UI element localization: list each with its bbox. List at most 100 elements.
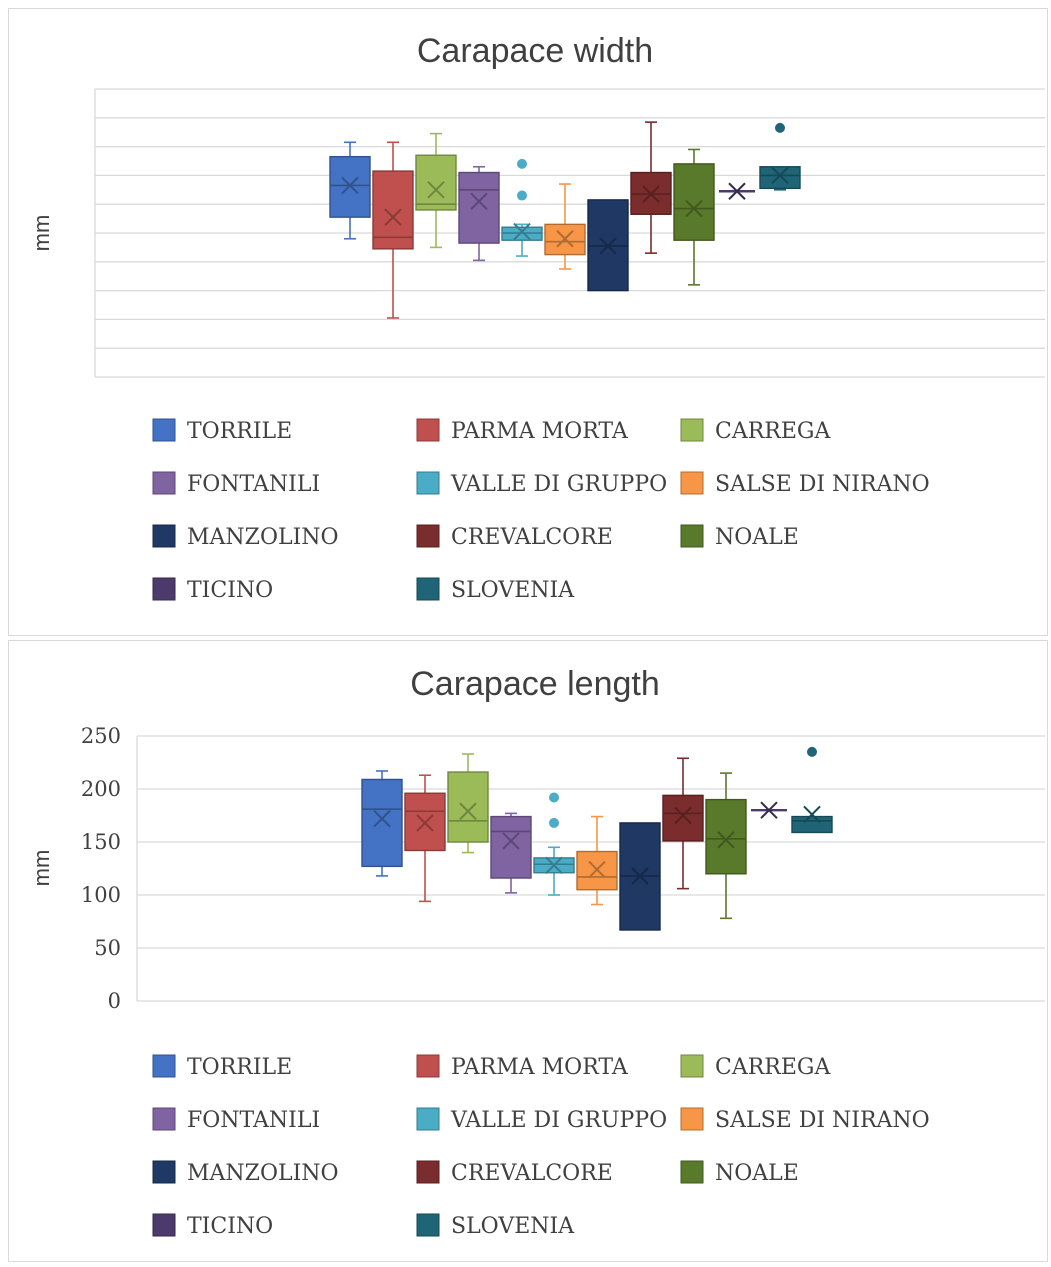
box-carrega <box>447 753 489 854</box>
y-tick-label: 0 <box>108 989 121 1013</box>
mean-marker <box>599 237 617 255</box>
legend-label: SALSE DI NIRANO <box>715 472 930 497</box>
mean-marker <box>642 185 660 203</box>
legend-label: FONTANILI <box>187 1108 320 1133</box>
legend-item-torrile: TORRILE <box>152 418 292 444</box>
legend-swatch <box>680 524 704 548</box>
box-noale <box>705 772 747 920</box>
box-body <box>705 798 747 875</box>
mean-marker <box>717 831 735 849</box>
box-torrile <box>361 770 403 877</box>
mean-marker <box>674 806 692 825</box>
box-body <box>673 163 715 241</box>
y-tick-label: 100 <box>81 883 121 907</box>
mean-marker <box>771 166 789 185</box>
legend-swatch <box>416 471 440 495</box>
legend-label: FONTANILI <box>187 472 320 497</box>
box-slovenia <box>759 122 801 191</box>
box-fontanili <box>458 165 500 262</box>
legend-label: SLOVENIA <box>451 578 575 603</box>
legend-item-valle-di-gruppo: VALLE DI GRUPPO <box>416 471 667 497</box>
legend-label: TORRILE <box>187 419 292 444</box>
legend-item-parma-morta: PARMA MORTA <box>416 418 629 444</box>
mean-marker <box>685 199 703 218</box>
mean-marker <box>427 181 445 199</box>
outlier-point <box>517 158 527 169</box>
mean-marker <box>373 809 391 828</box>
legend-swatch <box>152 524 176 548</box>
legend-item-fontanili: FONTANILI <box>152 1107 320 1133</box>
box-slovenia <box>791 746 833 834</box>
legend-item-fontanili: FONTANILI <box>152 471 320 497</box>
legend-label: TICINO <box>187 578 273 603</box>
legend-label: SLOVENIA <box>451 1214 575 1239</box>
y-tick-label: 150 <box>81 830 121 854</box>
legend-item-ticino: TICINO <box>152 577 273 603</box>
box-body <box>458 171 500 244</box>
box-ticino <box>719 182 755 200</box>
legend-label: VALLE DI GRUPPO <box>450 472 667 497</box>
box-body <box>329 155 371 218</box>
legend-swatch <box>416 524 440 548</box>
mean-marker <box>556 230 574 248</box>
legend-swatch <box>416 577 440 601</box>
box-parma-morta <box>372 141 414 319</box>
legend-item-manzolino: MANZOLINO <box>152 1160 339 1186</box>
carapace-length-chart-panel: Carapace length mm 0 50 100 150 200 250 TORRI… <box>8 640 1048 1262</box>
mean-marker <box>459 802 477 820</box>
box-body <box>361 778 403 868</box>
legend-swatch <box>152 1107 176 1131</box>
box-body <box>447 771 489 843</box>
legend-item-slovenia: SLOVENIA <box>416 577 575 603</box>
mean-marker <box>341 176 359 195</box>
legend-item-noale: NOALE <box>680 524 799 550</box>
mean-marker <box>631 867 649 885</box>
outlier-point <box>549 792 559 803</box>
box-manzolino <box>587 199 629 292</box>
legend-item-salse-di-nirano: SALSE DI NIRANO <box>680 1107 930 1133</box>
y-tick-label: 50 <box>94 936 121 960</box>
legend-swatch <box>152 1054 176 1078</box>
box-body <box>490 815 532 879</box>
y-tick-label: 200 <box>81 777 121 801</box>
chart-title: Carapace length <box>410 665 660 703</box>
legend-swatch <box>152 577 176 601</box>
legend-swatch <box>416 1213 440 1237</box>
mean-marker <box>384 208 402 226</box>
legend-swatch <box>680 1107 704 1131</box>
box-salse-di-nirano <box>576 815 618 906</box>
legend-item-valle-di-gruppo: VALLE DI GRUPPO <box>416 1107 667 1133</box>
box-carrega <box>415 132 457 249</box>
carapace-width-chart-panel: Carapace width mm TORRILE PARMA MORTA CARR… <box>8 8 1048 636</box>
legend-swatch <box>416 418 440 442</box>
legend-label: CARREGA <box>715 419 831 444</box>
outlier-point <box>775 122 785 133</box>
mean-marker <box>588 860 606 879</box>
carapace-length-chart: Carapace length mm 0 50 100 150 200 250 TORRI… <box>29 665 1045 1239</box>
y-axis-label: mm <box>29 215 54 252</box>
legend-swatch <box>152 1160 176 1184</box>
box-fontanili <box>490 812 532 894</box>
legend-item-manzolino: MANZOLINO <box>152 524 339 550</box>
legend-swatch <box>680 471 704 495</box>
box-ticino <box>751 801 787 819</box>
legend-label: VALLE DI GRUPPO <box>450 1108 667 1133</box>
box-body <box>415 154 457 211</box>
legend-swatch <box>416 1160 440 1184</box>
mean-marker <box>502 832 520 850</box>
mean-marker <box>803 805 821 824</box>
box-valle-di-gruppo <box>501 158 543 257</box>
carapace-width-chart: Carapace width mm TORRILE PARMA MORTA CARR… <box>29 32 1045 603</box>
legend-swatch <box>680 418 704 442</box>
legend-label: CREVALCORE <box>451 525 613 550</box>
outlier-point <box>807 746 817 757</box>
legend-label: CREVALCORE <box>451 1161 613 1186</box>
mean-marker <box>545 856 563 875</box>
legend-swatch <box>416 1107 440 1131</box>
box-parma-morta <box>404 774 446 903</box>
box-manzolino <box>619 822 661 931</box>
chart-title: Carapace width <box>417 32 653 70</box>
box-valle-di-gruppo <box>533 792 575 896</box>
legend-swatch <box>416 1054 440 1078</box>
legend-swatch <box>680 1054 704 1078</box>
